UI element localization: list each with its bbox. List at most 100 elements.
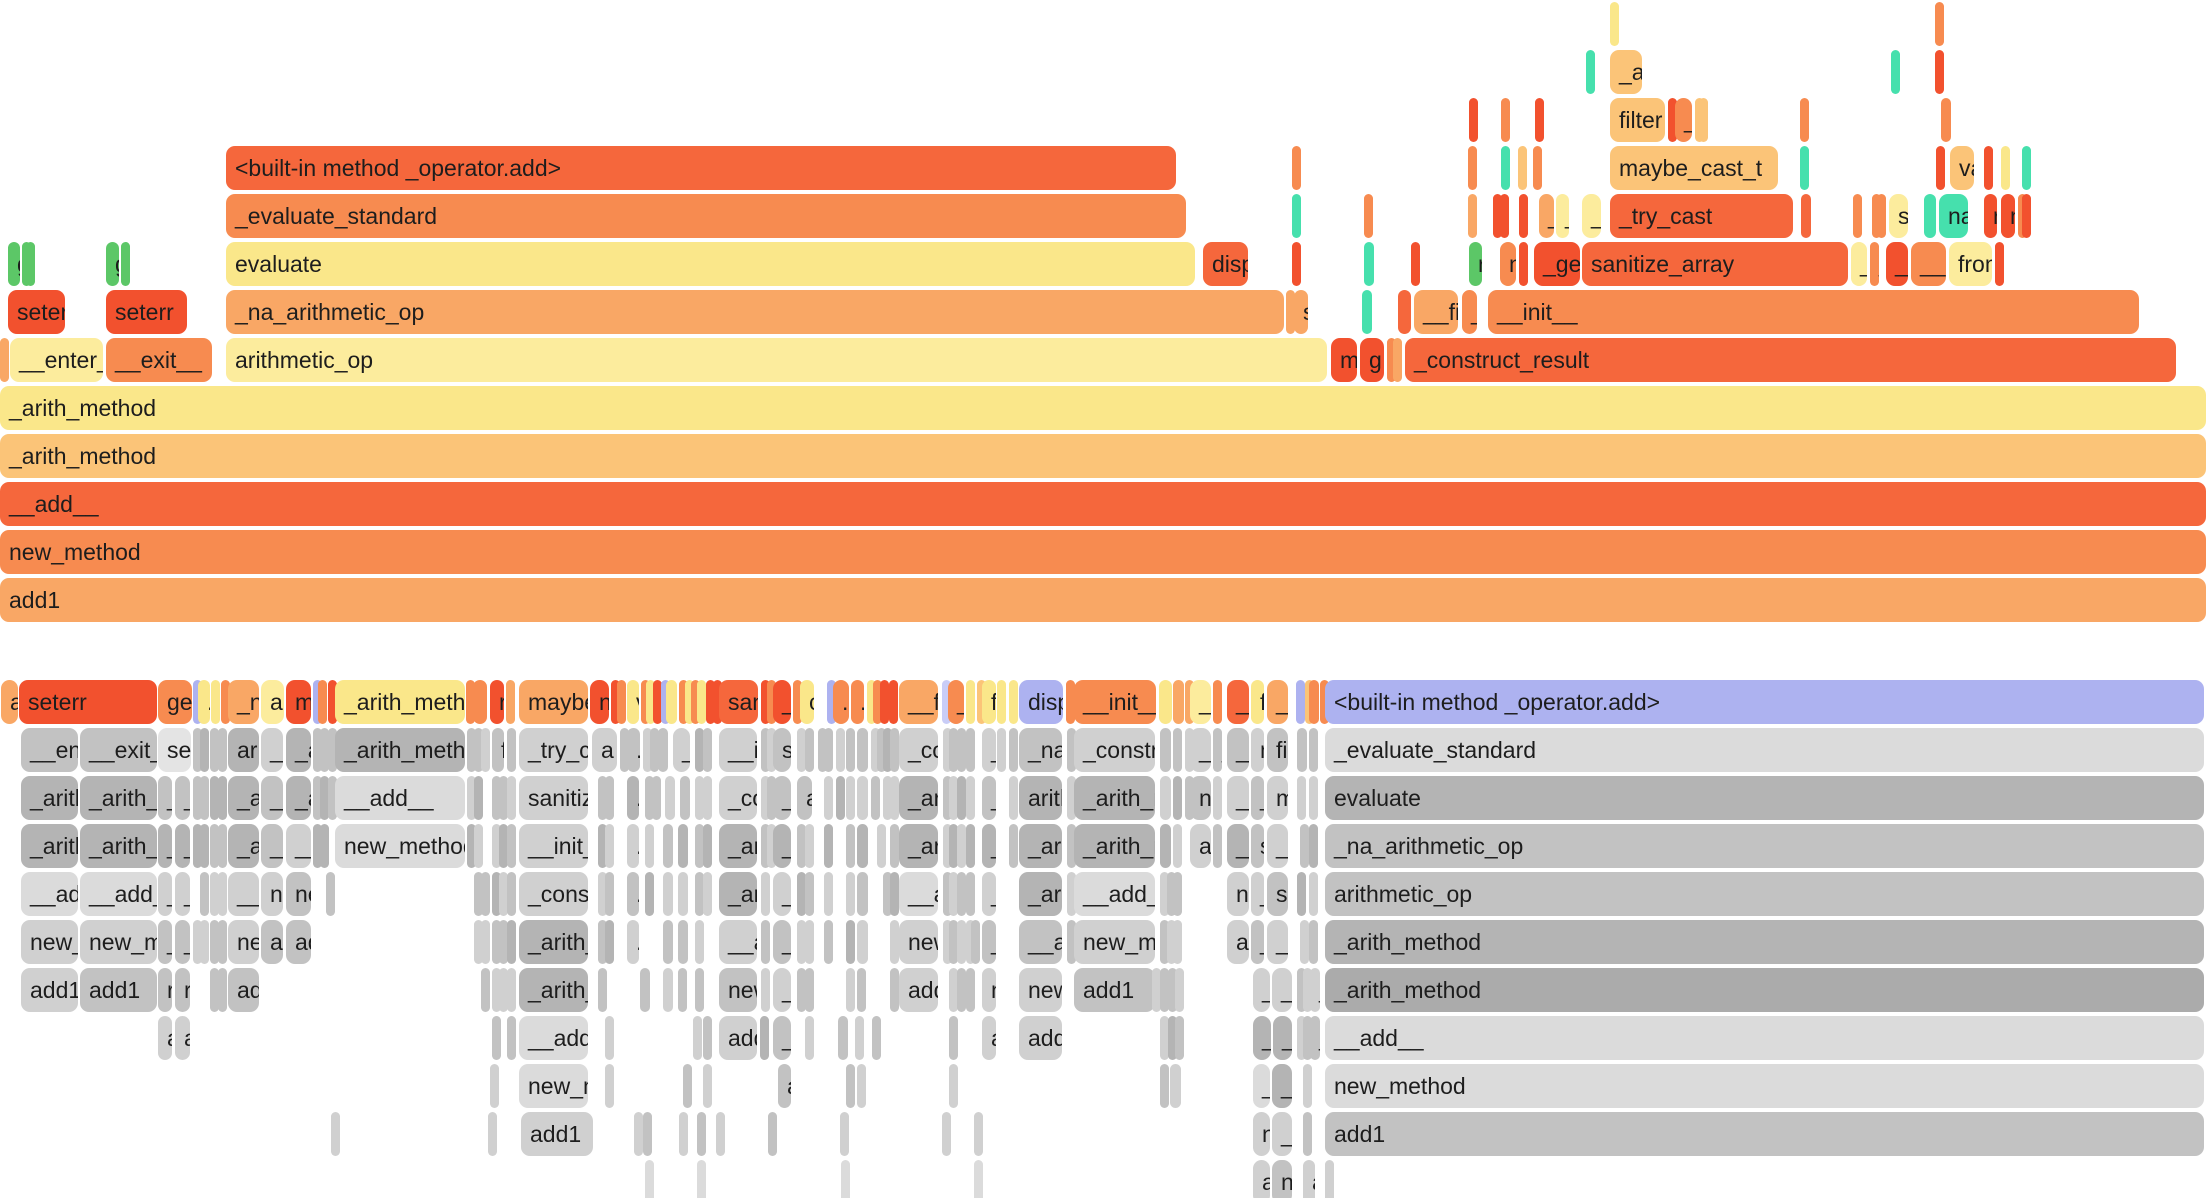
flame-frame[interactable]: new_method xyxy=(286,872,311,916)
flame-frame[interactable]: g xyxy=(106,242,119,286)
flame-frame[interactable]: m xyxy=(1331,338,1357,382)
flame-frame[interactable]: new_method xyxy=(519,1064,588,1108)
flame-frame[interactable]: . xyxy=(824,776,833,820)
flame-frame[interactable]: . xyxy=(200,824,209,868)
flame-frame[interactable]: . xyxy=(857,872,868,916)
flame-frame[interactable]: _arith_method xyxy=(228,824,259,868)
flame-frame[interactable]: _ xyxy=(773,824,791,868)
flame-frame[interactable] xyxy=(466,680,475,724)
flame-frame[interactable]: from_ xyxy=(1949,242,1992,286)
flame-frame[interactable] xyxy=(872,1016,881,1060)
flame-frame[interactable] xyxy=(193,920,202,964)
flame-frame[interactable] xyxy=(1159,680,1172,724)
flame-frame[interactable]: . xyxy=(805,872,814,916)
flame-frame[interactable]: f xyxy=(982,680,996,724)
flame-frame[interactable] xyxy=(492,1016,501,1060)
flame-frame[interactable] xyxy=(474,920,483,964)
flame-frame[interactable] xyxy=(1286,290,1295,334)
flame-frame[interactable] xyxy=(997,680,1006,724)
flame-frame[interactable] xyxy=(1213,776,1222,820)
flame-frame[interactable]: __ xyxy=(1227,824,1249,868)
flame-frame[interactable] xyxy=(767,776,776,820)
flame-frame[interactable] xyxy=(1300,920,1309,964)
flame-frame[interactable] xyxy=(697,680,706,724)
flame-frame[interactable]: __add__ xyxy=(0,482,2206,526)
flame-frame[interactable]: f xyxy=(1251,680,1264,724)
flame-frame[interactable]: a xyxy=(158,1016,172,1060)
flame-frame[interactable]: _ xyxy=(1272,1112,1292,1156)
flame-frame[interactable] xyxy=(761,872,770,916)
flame-frame[interactable]: _ xyxy=(673,728,690,772)
flame-frame[interactable] xyxy=(943,872,952,916)
flame-frame[interactable] xyxy=(966,824,975,868)
flame-frame[interactable] xyxy=(617,680,626,724)
flame-frame[interactable]: . xyxy=(666,680,677,724)
flame-frame[interactable] xyxy=(890,968,899,1012)
flame-frame[interactable] xyxy=(1493,194,1502,238)
flame-frame[interactable]: _ xyxy=(1253,968,1270,1012)
flame-frame[interactable] xyxy=(1297,872,1306,916)
flame-frame[interactable]: _arith_method xyxy=(21,776,78,820)
flame-frame[interactable]: a xyxy=(1303,1160,1315,1198)
flame-frame[interactable] xyxy=(326,872,335,916)
flame-frame[interactable]: add1 xyxy=(719,1016,757,1060)
flame-frame[interactable]: a xyxy=(1227,920,1249,964)
flame-frame[interactable]: _ xyxy=(320,776,329,820)
flame-frame[interactable]: _a xyxy=(1610,50,1642,94)
flame-frame[interactable] xyxy=(890,824,899,868)
flame-frame[interactable] xyxy=(949,824,958,868)
flame-frame[interactable]: . xyxy=(627,920,639,964)
flame-frame[interactable]: evaluate xyxy=(1325,776,2204,820)
flame-frame[interactable]: _ xyxy=(1273,1016,1292,1060)
flame-frame[interactable] xyxy=(1160,1064,1169,1108)
flame-frame[interactable]: _ xyxy=(175,824,190,868)
flame-frame[interactable]: _na_arithmetic_op xyxy=(1019,728,1062,772)
flame-frame[interactable]: r xyxy=(200,872,209,916)
flame-frame[interactable]: _ xyxy=(320,728,329,772)
flame-frame[interactable] xyxy=(646,680,655,724)
flame-frame[interactable]: _ xyxy=(1253,1064,1270,1108)
flame-frame[interactable]: __enter_ xyxy=(10,338,103,382)
flame-frame[interactable] xyxy=(703,1016,712,1060)
flame-frame[interactable] xyxy=(499,920,508,964)
flame-frame[interactable]: n xyxy=(261,872,283,916)
flame-frame[interactable]: r xyxy=(490,680,504,724)
flame-frame[interactable]: c xyxy=(800,680,814,724)
flame-frame[interactable] xyxy=(697,1112,706,1156)
flame-frame[interactable] xyxy=(695,968,704,1012)
flame-frame[interactable] xyxy=(943,920,952,964)
flame-frame[interactable] xyxy=(1877,194,1886,238)
flame-frame[interactable]: _ xyxy=(1310,1016,1320,1060)
flame-frame[interactable]: __init__ xyxy=(719,728,757,772)
flame-frame[interactable]: r xyxy=(760,1016,769,1060)
flame-frame[interactable] xyxy=(481,968,490,1012)
flame-frame[interactable] xyxy=(703,776,712,820)
flame-frame[interactable]: s xyxy=(1251,824,1264,868)
flame-frame[interactable] xyxy=(846,1064,855,1108)
flame-frame[interactable] xyxy=(1468,146,1477,190)
flame-frame[interactable] xyxy=(1173,728,1182,772)
flame-frame[interactable] xyxy=(679,680,688,724)
flame-frame[interactable]: . xyxy=(824,728,833,772)
flame-frame[interactable]: __add__ xyxy=(1074,872,1155,916)
flame-frame[interactable]: . xyxy=(658,728,668,772)
flame-frame[interactable] xyxy=(218,776,227,820)
flame-frame[interactable] xyxy=(1364,194,1373,238)
flame-frame[interactable] xyxy=(331,1112,340,1156)
flame-frame[interactable] xyxy=(1160,776,1171,820)
flame-frame[interactable] xyxy=(1984,146,1993,190)
flame-frame[interactable] xyxy=(1173,872,1182,916)
flame-frame[interactable]: _s xyxy=(1886,242,1908,286)
flame-frame[interactable]: new_method xyxy=(80,920,157,964)
flame-frame[interactable] xyxy=(1173,776,1182,820)
flame-frame[interactable]: _arith_method xyxy=(519,968,588,1012)
flame-frame[interactable] xyxy=(499,968,508,1012)
flame-frame[interactable] xyxy=(1935,50,1944,94)
flame-frame[interactable]: r xyxy=(158,968,172,1012)
flame-frame[interactable] xyxy=(943,824,952,868)
flame-frame[interactable] xyxy=(974,1112,983,1156)
flame-frame[interactable] xyxy=(218,872,227,916)
flame-frame[interactable] xyxy=(645,872,654,916)
flame-frame[interactable] xyxy=(218,920,227,964)
flame-frame[interactable] xyxy=(643,728,652,772)
